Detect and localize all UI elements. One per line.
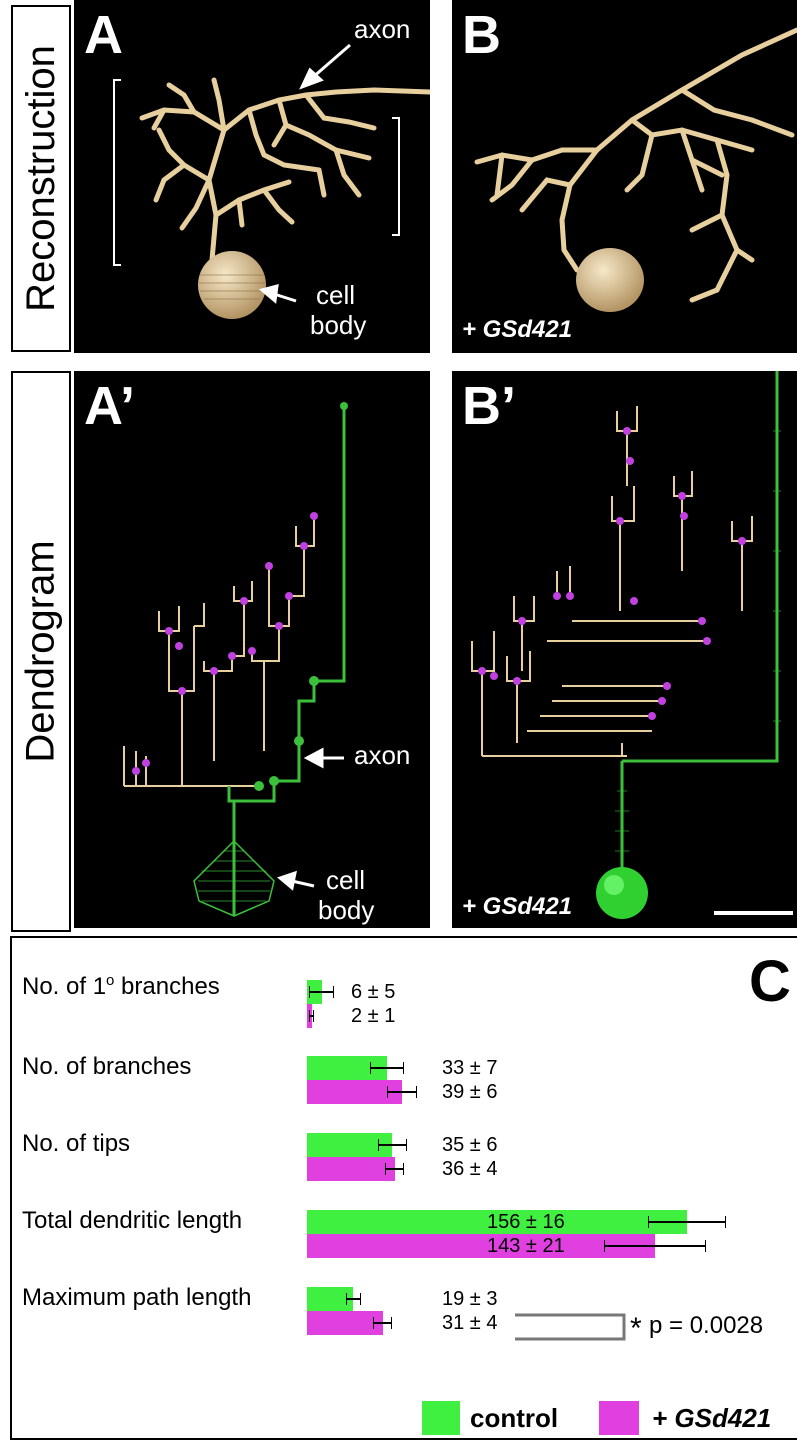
category-label-primary-branches-prefix: No. of 1 <box>22 973 107 1000</box>
error-bar-control-4 <box>345 1293 361 1305</box>
category-label-primary-branches: No. of 1o branches <box>22 972 220 1001</box>
value-label-control-3: 156 ± 16 <box>487 1211 565 1233</box>
value-label-gsd421-4: 31 ± 4 <box>442 1312 498 1334</box>
value-label-control-4: 19 ± 3 <box>442 1288 498 1310</box>
category-label-primary-branches-suffix: branches <box>114 973 220 1000</box>
panel-a-prime-axon-label: axon <box>354 740 411 770</box>
legend-gsd421-label: + GSd421 <box>652 1403 772 1433</box>
value-label-control-1: 33 ± 7 <box>442 1057 498 1079</box>
error-bar-gsd421-2 <box>384 1163 405 1175</box>
panel-a-axon-label: axon <box>354 14 411 44</box>
row-label-reconstruction-text: Reconstruction <box>18 45 63 312</box>
significance-p-value: p = 0.0028 <box>649 1312 764 1339</box>
value-label-control-2: 35 ± 6 <box>442 1134 498 1156</box>
error-bar-gsd421-1 <box>387 1086 417 1098</box>
bar-gsd421-3 <box>307 1234 656 1258</box>
panel-a-body-label: body <box>310 310 367 340</box>
error-bar-gsd421-0 <box>309 1010 315 1022</box>
panel-a-prime-cell-label: cell <box>326 865 366 895</box>
bar-gsd421-4 <box>307 1311 383 1335</box>
chart-panel-c: C No. of 1o branches No. of branches No.… <box>10 936 797 1440</box>
legend-control-label: control <box>470 1403 559 1433</box>
bar-gsd421-2 <box>307 1157 395 1181</box>
panel-b-prime-label: B’ <box>462 376 516 436</box>
panel-b-prime-dendrogram <box>471 371 793 919</box>
category-label-tips: No. of tips <box>22 1130 131 1157</box>
panel-a-prime: A’ axon cell body <box>74 371 430 928</box>
legend-gsd421-swatch <box>599 1401 639 1435</box>
panel-a-prime-dendrogram <box>123 402 348 917</box>
panel-b-reconstruction <box>474 27 797 312</box>
panel-a-cell-label: cell <box>316 280 356 310</box>
panel-a-label: A <box>84 5 123 65</box>
panel-a-reconstruction <box>113 43 430 319</box>
bar-gsd421-1 <box>307 1080 402 1104</box>
category-label-branches: No. of branches <box>22 1053 192 1080</box>
value-label-gsd421-2: 36 ± 4 <box>442 1158 498 1180</box>
panel-b-condition: + GSd421 <box>462 316 573 343</box>
panel-a-prime-body-label: body <box>318 895 375 925</box>
panel-b: B + GSd421 <box>452 0 797 353</box>
panel-b-prime: B’ + GSd421 <box>452 371 797 928</box>
bar-control-3 <box>307 1210 687 1234</box>
value-label-gsd421-3: 143 ± 21 <box>487 1235 565 1257</box>
legend-control-swatch <box>422 1401 460 1435</box>
bar-control-4 <box>307 1287 354 1311</box>
error-bar-control-0 <box>309 986 334 998</box>
panel-a: A axon cell body <box>74 0 430 353</box>
significance-bracket <box>515 1313 626 1341</box>
error-bar-control-1 <box>370 1062 405 1074</box>
row-label-dendrogram-text: Dendrogram <box>18 540 63 763</box>
category-label-max-path: Maximum path length <box>22 1284 252 1311</box>
row-label-reconstruction: Reconstruction <box>11 5 71 352</box>
panel-c-label: C <box>749 949 791 1014</box>
category-label-total-length: Total dendritic length <box>22 1207 243 1234</box>
error-bar-gsd421-4 <box>372 1317 393 1329</box>
error-bar-control-2 <box>377 1139 407 1151</box>
category-label-primary-branches-sup: o <box>106 972 115 989</box>
error-bar-control-3 <box>648 1216 726 1228</box>
panel-b-label: B <box>462 5 501 65</box>
value-label-control-0: 6 ± 5 <box>351 981 396 1003</box>
panel-a-prime-label: A’ <box>84 376 136 436</box>
panel-b-prime-condition: + GSd421 <box>462 893 573 920</box>
row-label-dendrogram: Dendrogram <box>11 371 71 932</box>
value-label-gsd421-1: 39 ± 6 <box>442 1081 498 1103</box>
error-bar-gsd421-3 <box>604 1240 707 1252</box>
significance-star: * <box>630 1312 642 1345</box>
value-label-gsd421-0: 2 ± 1 <box>351 1005 396 1027</box>
